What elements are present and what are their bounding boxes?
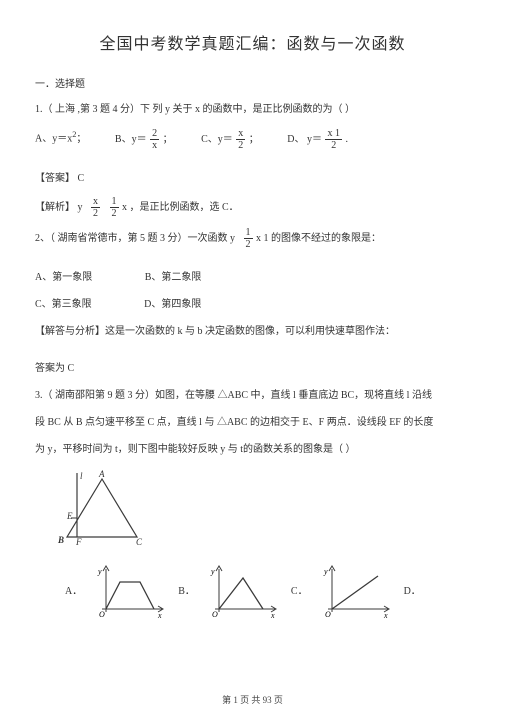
option-thumbnails: A． y x O B． y x O C． (65, 564, 470, 619)
q2-option-d: D、第四象限 (144, 295, 201, 314)
q1-c-fraction: x 2 (236, 128, 245, 151)
q1-option-c: C、y＝ x 2 ； (201, 128, 259, 151)
thumb-c-icon: y x O (322, 564, 392, 619)
q2-stem-a: 2、（ 湖南省常德市，第 5 题 3 分）一次函数 y (35, 233, 235, 244)
q2-options-row2: C、第三象限 D、第四象限 (35, 295, 470, 314)
q3-line3: 为 y，平移时间为 t，则下图中能较好反映 y 与 t的函数关系的图象是（ ） (35, 440, 470, 459)
q1-d-text: D、 y＝ (287, 134, 322, 145)
thumb-a-icon: y x O (96, 564, 166, 619)
svg-text:C: C (136, 537, 143, 547)
q1-b-den: x (150, 140, 159, 151)
q1-b-text: B、y＝ (115, 134, 147, 145)
svg-text:B: B (57, 535, 64, 545)
q2-option-c: C、第三象限 (35, 295, 92, 314)
triangle-figure: l A E B F C (55, 469, 470, 554)
svg-text:O: O (99, 610, 105, 619)
q2-stem-b: x 1 的图像不经过的象限是： (256, 233, 381, 244)
q2-answer: 答案为 C (35, 359, 470, 378)
svg-text:y: y (97, 567, 102, 576)
q1-explain-f2-den: 2 (110, 208, 119, 219)
q1-c-num: x (236, 128, 245, 140)
q1-stem: 1.（ 上海 ,第 3 题 4 分）下 列 y 关于 x 的函数中，是正比例函数… (35, 100, 470, 119)
q1-explain-f2-num: 1 (110, 196, 119, 208)
q1-explain: 【解析】 y x 2 1 2 x ，是正比例函数，选 C． (35, 196, 470, 219)
svg-text:x: x (270, 611, 275, 619)
q1-a-text: A、y＝x (35, 134, 72, 145)
q1-d-num: x 1 (325, 128, 342, 140)
q1-c-suffix: ； (249, 134, 259, 145)
svg-text:A: A (98, 469, 105, 479)
svg-text:O: O (212, 610, 218, 619)
thumb-label-a: A． (65, 582, 82, 601)
q1-d-suffix: . (345, 134, 348, 145)
svg-text:F: F (75, 537, 82, 547)
q2-option-a: A、第一象限 (35, 268, 92, 287)
thumb-label-c: C． (291, 582, 308, 601)
q1-b-num: 2 (150, 128, 159, 140)
thumb-b-icon: y x O (209, 564, 279, 619)
q1-c-text: C、y＝ (201, 134, 233, 145)
q1-a-suffix: ； (76, 134, 86, 145)
q1-b-fraction: 2 x (150, 128, 159, 151)
section-heading: 一．选择题 (35, 75, 470, 94)
page-title: 全国中考数学真题汇编：函数与一次函数 (35, 30, 470, 60)
q1-b-suffix: ； (163, 134, 173, 145)
q1-d-fraction: x 1 2 (325, 128, 342, 151)
q2-fraction: 1 2 (244, 227, 253, 250)
q1-explain-frac1: x 2 (91, 196, 100, 219)
svg-text:x: x (157, 611, 162, 619)
q3-line2: 段 BC 从 B 点匀速平移至 C 点，直线 l 与 △ABC 的边相交于 E、… (35, 413, 470, 432)
q1-option-d: D、 y＝ x 1 2 . (287, 128, 348, 151)
thumb-label-d: D． (404, 582, 421, 601)
q1-explain-a: 【解析】 y (35, 202, 83, 213)
q3-line1: 3.（ 湖南邵阳第 9 题 3 分）如图，在等腰 △ABC 中，直线 l 垂直底… (35, 386, 470, 405)
q1-d-den: 2 (325, 140, 342, 151)
q2-options-row1: A、第一象限 B、第二象限 (35, 268, 470, 287)
q1-c-den: 2 (236, 140, 245, 151)
svg-text:O: O (325, 610, 331, 619)
q1-explain-f1-den: 2 (91, 208, 100, 219)
q1-option-b: B、y＝ 2 x ； (115, 128, 173, 151)
q2-explain: 【解答与分析】这是一次函数的 k 与 b 决定函数的图像，可以利用快速草图作法： (35, 322, 470, 341)
q1-answer: 【答案】 C (35, 169, 470, 188)
q1-explain-f1-num: x (91, 196, 100, 208)
q2-f-num: 1 (244, 227, 253, 239)
svg-text:x: x (383, 611, 388, 619)
q1-explain-b: x ，是正比例函数，选 C． (122, 202, 239, 213)
q2-f-den: 2 (244, 239, 253, 250)
q1-explain-frac2: 1 2 (110, 196, 119, 219)
q2-stem: 2、（ 湖南省常德市，第 5 题 3 分）一次函数 y 1 2 x 1 的图像不… (35, 227, 470, 250)
q2-option-b: B、第二象限 (145, 268, 202, 287)
svg-text:E: E (66, 511, 73, 521)
q1-options: A、y＝x2； B、y＝ 2 x ； C、y＝ x 2 ； D、 y＝ x 1 … (35, 127, 470, 151)
thumb-label-b: B． (178, 582, 195, 601)
triangle-svg-icon: l A E B F C (55, 469, 150, 547)
svg-text:y: y (210, 567, 215, 576)
q1-option-a: A、y＝x2； (35, 127, 86, 148)
page-footer: 第 1 页 共 93 页 (0, 693, 505, 706)
svg-text:y: y (323, 567, 328, 576)
page-content: 全国中考数学真题汇编：函数与一次函数 一．选择题 1.（ 上海 ,第 3 题 4… (0, 0, 505, 639)
